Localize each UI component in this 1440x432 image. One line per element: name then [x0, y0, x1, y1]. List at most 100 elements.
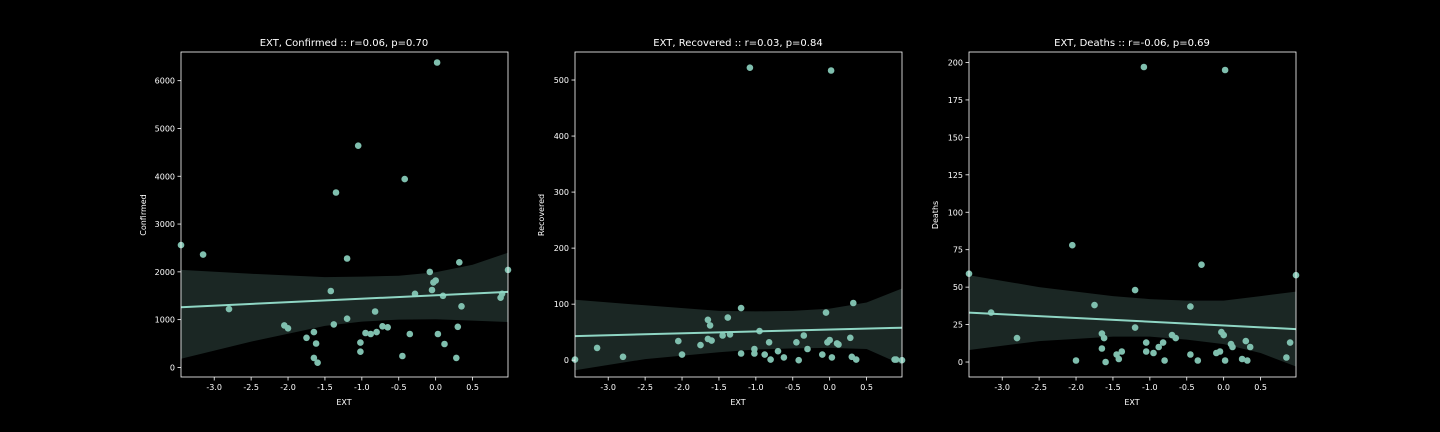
- scatter-point: [1221, 357, 1229, 364]
- scatter-point: [357, 348, 364, 356]
- x-tick-label: -2.0: [1068, 383, 1084, 392]
- panel-deaths: EXT, Deaths :: r=-0.06, p=0.69 Deaths EX…: [931, 38, 1300, 407]
- scatter-point: [1161, 357, 1168, 364]
- scatter-point: [343, 315, 351, 323]
- scatter-point: [675, 337, 682, 345]
- x-tick-label: -1.5: [711, 383, 727, 392]
- scatter-point: [1220, 331, 1227, 339]
- scatter-point: [852, 356, 860, 363]
- plot-area: -3.0 -2.5 -2.0 -1.5 -1.0 -0.5 0.0 0.5 0 1000 2000 3…: [155, 59, 512, 392]
- scatter-point: [399, 352, 406, 360]
- scatter-point: [1150, 349, 1157, 357]
- scatter-point: [1238, 355, 1246, 363]
- x-tick-label: 0.5: [860, 383, 873, 392]
- scatter-point: [433, 59, 441, 66]
- y-tick-label: 400: [554, 132, 569, 141]
- scatter-point: [593, 344, 601, 352]
- scatter-point: [847, 334, 854, 342]
- y-tick-label: 1000: [155, 316, 175, 325]
- y-tick-label: 200: [554, 244, 569, 253]
- scatter-point: [746, 64, 754, 71]
- scatter-point: [1069, 241, 1076, 249]
- scatter-point: [1013, 334, 1021, 342]
- scatter-point: [1100, 334, 1108, 342]
- x-axis-label: EXT: [730, 398, 745, 407]
- scatter-point: [312, 340, 320, 347]
- chart-title: EXT, Confirmed :: r=0.06, p=0.70: [260, 38, 429, 49]
- y-tick-label: 2000: [155, 268, 175, 277]
- scatter-point: [373, 328, 380, 336]
- scatter-point: [332, 189, 340, 196]
- regression-line: [574, 326, 903, 338]
- scatter-point: [719, 332, 726, 339]
- scatter-point: [704, 316, 712, 324]
- scatter-point: [434, 330, 442, 338]
- scatter-point: [850, 299, 857, 307]
- axes-frame: [574, 51, 903, 378]
- scatter-point: [401, 175, 409, 183]
- plot-area: -3.0 -2.5 -2.0 -1.5 -1.0 -0.5 0.0 0.5 0 25 50 75 100…: [948, 58, 1300, 392]
- scatter-point: [819, 351, 826, 358]
- scatter-point: [1172, 334, 1179, 342]
- panel-confirmed: EXT, Confirmed :: r=0.06, p=0.70 Confirm…: [139, 38, 512, 407]
- scatter-point: [800, 332, 808, 339]
- y-tick-label: 3000: [155, 220, 175, 229]
- axes-frame: [180, 51, 509, 378]
- y-tick-label: 175: [948, 96, 963, 105]
- x-tick-label: 0.5: [1254, 383, 1267, 392]
- scatter-point: [199, 251, 207, 258]
- scatter-point: [310, 328, 318, 336]
- x-tick-label: -3.0: [600, 383, 616, 392]
- scatter-point: [1131, 286, 1139, 294]
- x-tick-label: -0.5: [785, 383, 801, 392]
- scatter-point: [826, 336, 833, 344]
- scatter-point: [441, 340, 448, 348]
- x-tick-label: -2.5: [1031, 383, 1047, 392]
- confidence-band: [575, 288, 902, 371]
- axes-frame: [968, 51, 1297, 378]
- scatter-point: [827, 67, 835, 74]
- y-tick-label: 100: [948, 208, 963, 217]
- y-tick-label: 6000: [155, 77, 175, 86]
- scatter-point: [458, 303, 465, 310]
- scatter-point: [724, 314, 732, 321]
- x-tick-label: -2.0: [280, 383, 296, 392]
- scatter-point: [1194, 357, 1202, 364]
- x-tick-label: -1.5: [317, 383, 333, 392]
- confidence-band: [181, 252, 508, 359]
- scatter-point: [456, 259, 463, 266]
- scatter-point: [1187, 351, 1194, 358]
- scatter-point: [765, 339, 773, 346]
- scatter-point: [828, 354, 836, 361]
- y-axis-label: Deaths: [931, 201, 940, 229]
- scatter-point: [428, 286, 436, 294]
- scatter-point: [1242, 337, 1250, 345]
- scatter-point: [1118, 348, 1126, 355]
- scatter-point: [1142, 339, 1150, 346]
- scatter-point: [379, 323, 386, 330]
- y-tick-label: 5000: [155, 124, 175, 133]
- x-tick-label: -0.5: [1179, 383, 1195, 392]
- scatter-point: [1283, 354, 1290, 361]
- x-tick-label: 0.0: [1217, 383, 1230, 392]
- scatter-point: [793, 339, 800, 346]
- y-tick-label: 300: [554, 188, 569, 197]
- x-axis-label: EXT: [336, 398, 351, 407]
- scatter-point: [1221, 66, 1229, 74]
- y-tick-label: 25: [953, 321, 963, 330]
- x-tick-label: -3.0: [206, 383, 222, 392]
- x-tick-label: -3.0: [994, 383, 1010, 392]
- y-tick-label: 50: [953, 283, 963, 292]
- scatter-point: [774, 347, 782, 355]
- x-tick-label: 0.5: [466, 383, 479, 392]
- scatter-point: [343, 255, 351, 262]
- scatter-point: [406, 330, 414, 338]
- scatter-point: [780, 354, 788, 361]
- scatter-point: [1102, 358, 1109, 366]
- x-tick-label: -1.0: [748, 383, 764, 392]
- y-tick-label: 500: [554, 76, 569, 85]
- scatter-point: [225, 305, 233, 313]
- scatter-point: [1159, 339, 1167, 346]
